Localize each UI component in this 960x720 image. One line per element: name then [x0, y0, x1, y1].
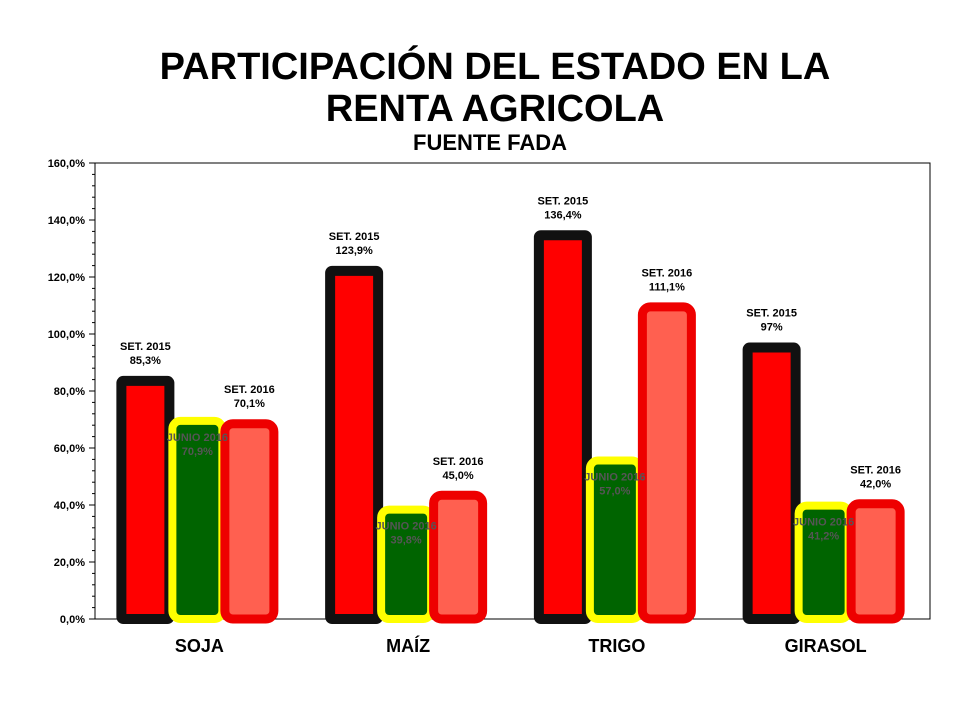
y-tick-label: 60,0%	[54, 443, 85, 455]
bar-set-2016	[637, 302, 696, 624]
bar-set-2016	[429, 490, 488, 624]
data-label-value: 42,0%	[860, 478, 891, 490]
y-tick-label: 120,0%	[48, 272, 86, 284]
y-tick-label: 80,0%	[54, 386, 85, 398]
data-label-value: 45,0%	[443, 470, 474, 482]
x-category-label: MAÍZ	[386, 635, 430, 656]
data-label-value: 97%	[761, 322, 783, 334]
bar-set-2016	[220, 419, 279, 624]
data-label-value: 123,9%	[335, 245, 373, 257]
y-tick-label: 140,0%	[48, 215, 86, 227]
data-label-value: 70,9%	[182, 446, 213, 458]
y-tick-label: 160,0%	[48, 158, 86, 170]
data-label-name: SET. 2016	[433, 456, 484, 468]
data-label-name: SET. 2015	[329, 231, 380, 243]
bar-set-2015	[325, 265, 384, 624]
data-label-name: JUNIO 2016	[167, 432, 228, 444]
bar-set-2015	[116, 375, 175, 624]
x-category-label: SOJA	[175, 636, 224, 656]
data-label-name: SET. 2016	[641, 267, 692, 279]
x-axis-categories: SOJA MAÍZ TRIGO GIRASOL	[175, 635, 867, 656]
bar-set-2015	[533, 230, 592, 624]
bar-set-2016	[846, 499, 905, 624]
data-label-value: 70,1%	[234, 398, 265, 410]
chart-title: PARTICIPACIÓN DEL ESTADO EN LA RENTA AGR…	[0, 46, 960, 130]
chart-title-line-1: PARTICIPACIÓN DEL ESTADO EN LA	[159, 46, 831, 88]
y-tick-label: 100,0%	[48, 329, 86, 341]
data-label-value: 85,3%	[130, 355, 161, 367]
data-label-value: 111,1%	[649, 281, 685, 293]
data-label-name: JUNIO 2016	[584, 472, 645, 484]
x-category-label: TRIGO	[588, 636, 645, 656]
y-tick-label: 0,0%	[60, 614, 85, 626]
data-label-value: 41,2%	[808, 531, 839, 543]
data-label-name: SET. 2016	[850, 464, 901, 476]
data-label-name: SET. 2015	[746, 308, 797, 320]
y-tick-label: 20,0%	[54, 557, 85, 569]
data-label-name: JUNIO 2016	[793, 517, 854, 529]
bars	[116, 230, 905, 624]
y-axis: 0,0% 20,0% 40,0% 60,0% 80,0% 100,0% 120,0% 140,…	[48, 158, 96, 626]
bar-set-2015	[742, 342, 801, 624]
bar-junio-2016	[585, 456, 644, 623]
chart-title-line-2: RENTA AGRICOLA	[325, 88, 665, 130]
data-label-value: 136,4%	[544, 209, 582, 221]
data-label-value: 57,0%	[599, 486, 630, 498]
data-label-name: SET. 2015	[120, 341, 171, 353]
chart-subtitle: FUENTE FADA	[413, 130, 567, 155]
x-category-label: GIRASOL	[785, 636, 867, 656]
y-tick-label: 40,0%	[54, 500, 85, 512]
data-label-value: 39,8%	[391, 535, 422, 547]
data-label-name: SET. 2015	[537, 195, 588, 207]
data-labels: SET. 2015 85,3% JUNIO 2016 70,9% SET. 2016 70…	[120, 195, 901, 546]
data-label-name: JUNIO 2016	[376, 521, 437, 533]
data-label-name: SET. 2016	[224, 384, 275, 396]
